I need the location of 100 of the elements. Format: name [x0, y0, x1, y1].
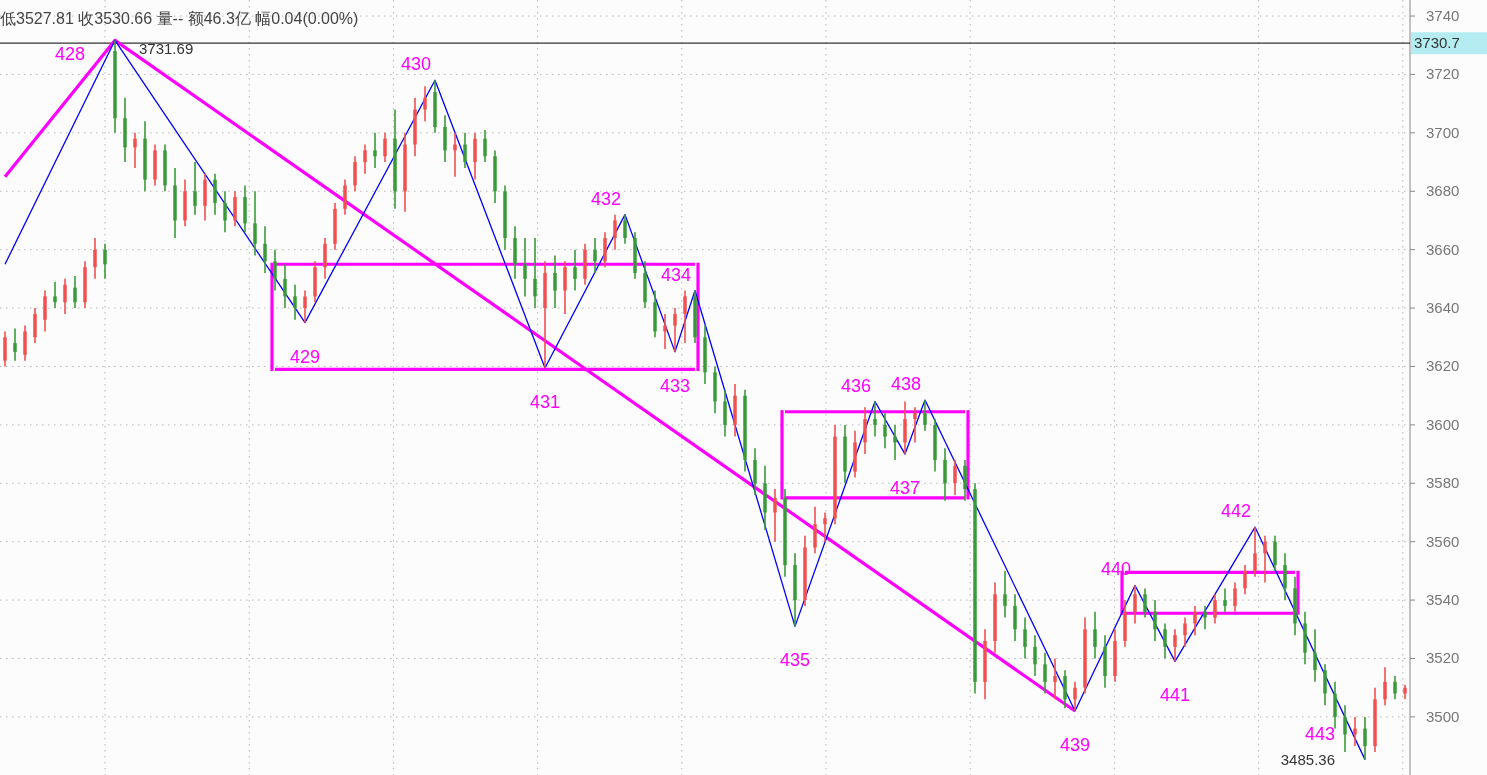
candlestick — [373, 132, 377, 169]
annotation: 436 — [840, 375, 871, 396]
candlestick — [303, 289, 307, 324]
annotation: 437 — [889, 478, 921, 499]
candlestick — [273, 248, 277, 292]
candlestick — [1173, 628, 1177, 663]
candlestick — [623, 213, 627, 245]
candlestick — [1053, 657, 1057, 701]
candlestick — [893, 424, 897, 461]
candlestick — [603, 231, 607, 268]
candlestick — [1273, 535, 1277, 572]
annotation: 431 — [529, 391, 561, 412]
candlestick — [73, 275, 77, 309]
y-tick-label: 3720 — [1426, 65, 1460, 83]
candlestick — [1343, 704, 1347, 753]
candlestick — [213, 172, 217, 216]
candlestick — [1383, 666, 1387, 707]
candlestick — [1333, 681, 1337, 730]
candlestick — [363, 143, 367, 175]
candlestick — [53, 280, 57, 309]
candlestick — [1033, 634, 1037, 677]
candlestick — [1183, 616, 1187, 648]
candlestick — [93, 237, 97, 280]
y-tick-label: 3500 — [1426, 707, 1460, 725]
candlestick — [533, 237, 537, 309]
y-tick-label: 3680 — [1426, 182, 1460, 200]
candlestick — [1213, 593, 1217, 625]
candlestick — [963, 459, 967, 502]
annotation: 434 — [660, 264, 691, 285]
candlestick — [1223, 587, 1227, 613]
candlestick — [563, 260, 567, 315]
candlestick — [523, 237, 527, 298]
candlestick — [3, 330, 7, 368]
candlestick — [943, 447, 947, 502]
candlestick — [1133, 584, 1137, 625]
candlestick — [43, 289, 47, 333]
candlestick — [1363, 716, 1367, 761]
candlestick — [253, 190, 257, 257]
candlestick — [1063, 669, 1067, 709]
candlestick — [23, 324, 27, 362]
candlestick — [773, 488, 777, 543]
candlestick — [883, 412, 887, 450]
y-tick-label: 3620 — [1426, 357, 1460, 375]
candlestick — [1193, 605, 1197, 636]
candlestick — [1023, 616, 1027, 660]
candlestick — [423, 85, 427, 122]
candlestick — [823, 511, 827, 543]
candlestick — [683, 289, 687, 344]
candlestick — [343, 178, 347, 216]
candlestick — [593, 237, 597, 274]
y-tick-label: 3520 — [1426, 649, 1460, 667]
annotation: 442 — [1220, 501, 1251, 522]
candlestick — [1263, 535, 1267, 584]
y-tick-label: 3560 — [1426, 532, 1460, 550]
candlestick — [13, 327, 17, 362]
annotation: 433 — [659, 375, 691, 396]
candlestick — [1073, 681, 1077, 712]
candlestick — [33, 307, 37, 344]
candlestick — [263, 225, 267, 274]
candlestick — [753, 447, 757, 496]
candlestick — [1153, 599, 1157, 642]
y-tick-label: 3540 — [1426, 591, 1460, 609]
candlestick — [473, 132, 477, 181]
candlestick — [613, 213, 617, 251]
candlestick — [463, 132, 467, 169]
candlestick — [1093, 610, 1097, 660]
candlestick — [923, 399, 927, 432]
candlestick — [1323, 663, 1327, 707]
candlestick — [103, 243, 107, 280]
candlestick — [813, 505, 817, 555]
y-tick-label: 3580 — [1426, 474, 1460, 492]
candlestick — [913, 406, 917, 444]
candlestick — [863, 406, 867, 455]
candlestick — [293, 283, 297, 321]
annotation: 3731.69 — [139, 40, 194, 58]
candlestick — [553, 254, 557, 309]
y-tick-label: 3740 — [1426, 7, 1460, 25]
candlestick — [1143, 587, 1147, 619]
annotation: 441 — [1159, 685, 1191, 706]
candlestick — [1013, 593, 1017, 642]
annotation: 428 — [54, 44, 85, 65]
ref-line-label: 3730.7 — [1414, 34, 1460, 52]
candlestick — [1163, 622, 1167, 660]
annotation: 430 — [400, 54, 431, 75]
candlestick — [1353, 716, 1357, 747]
candlestick — [1043, 651, 1047, 695]
candlestick — [283, 263, 287, 309]
candlestick — [193, 161, 197, 216]
y-tick-label: 3640 — [1426, 299, 1460, 317]
candlestick — [453, 132, 457, 178]
candlestick — [903, 400, 907, 455]
candlestick — [723, 389, 727, 438]
annotation: 435 — [779, 650, 811, 671]
annotation: 432 — [590, 188, 621, 209]
candlestick — [663, 313, 667, 350]
candlestick — [223, 190, 227, 233]
candlestick — [323, 237, 327, 280]
candlestick — [1313, 628, 1317, 683]
annotation: 443 — [1304, 723, 1335, 744]
candlestick — [1243, 564, 1247, 596]
